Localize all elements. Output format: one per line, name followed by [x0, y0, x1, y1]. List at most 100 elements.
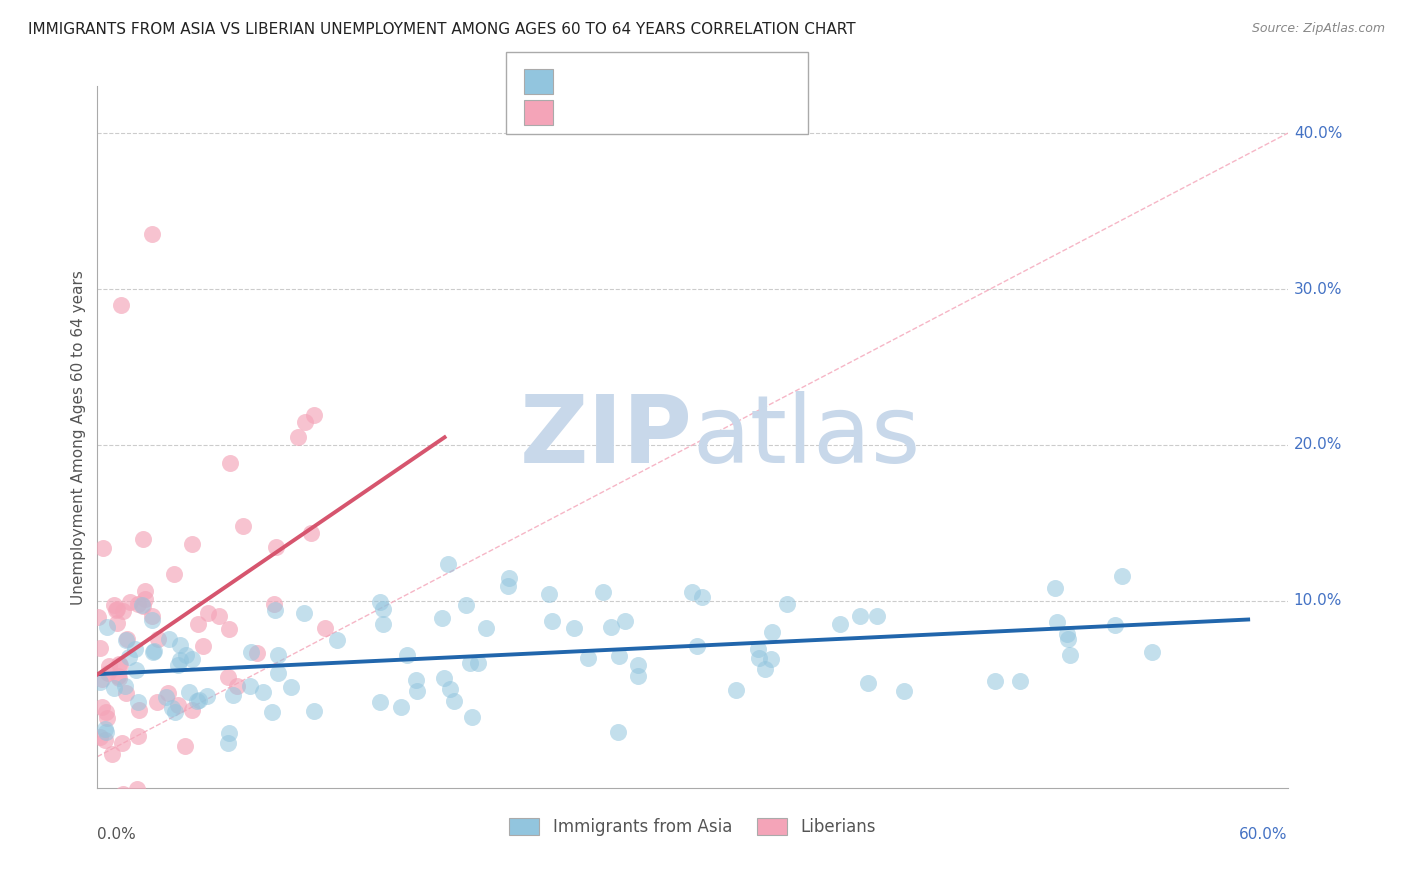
- Text: 60.0%: 60.0%: [1239, 827, 1288, 842]
- Point: [456, 598, 478, 612]
- Point: [89, 675, 111, 690]
- Point: [1111, 569, 1133, 583]
- Point: [302, 705, 325, 719]
- Point: [294, 415, 316, 429]
- Point: [240, 645, 263, 659]
- Point: [132, 599, 155, 613]
- Point: [264, 540, 287, 554]
- Point: [89, 730, 111, 744]
- Point: [686, 640, 709, 654]
- Point: [218, 622, 240, 636]
- Y-axis label: Unemployment Among Ages 60 to 64 years: Unemployment Among Ages 60 to 64 years: [72, 269, 86, 605]
- Point: [461, 710, 484, 724]
- Point: [217, 735, 239, 749]
- Point: [263, 603, 285, 617]
- Point: [406, 684, 429, 698]
- Text: R =: R =: [560, 103, 599, 121]
- Point: [142, 645, 165, 659]
- Point: [104, 603, 127, 617]
- Point: [576, 651, 599, 665]
- Point: [607, 648, 630, 663]
- Point: [1056, 632, 1078, 646]
- Point: [117, 650, 139, 665]
- Point: [373, 602, 395, 616]
- Point: [141, 608, 163, 623]
- Point: [725, 682, 748, 697]
- Point: [117, 632, 139, 646]
- Point: [107, 601, 129, 615]
- Text: 0.0%: 0.0%: [97, 827, 136, 842]
- Point: [371, 616, 394, 631]
- Point: [145, 695, 167, 709]
- Point: [195, 689, 218, 703]
- Point: [169, 653, 191, 667]
- Point: [613, 614, 636, 628]
- Point: [748, 650, 770, 665]
- Point: [1046, 615, 1069, 629]
- Point: [761, 625, 783, 640]
- Point: [856, 676, 879, 690]
- Point: [101, 747, 124, 761]
- Point: [187, 693, 209, 707]
- Point: [302, 408, 325, 422]
- Point: [292, 606, 315, 620]
- Point: [865, 609, 887, 624]
- Point: [395, 648, 418, 662]
- Point: [162, 701, 184, 715]
- Point: [127, 729, 149, 743]
- Point: [754, 662, 776, 676]
- Point: [96, 711, 118, 725]
- Point: [125, 781, 148, 796]
- Text: 0.284: 0.284: [585, 72, 637, 90]
- Point: [627, 657, 650, 672]
- Point: [91, 700, 114, 714]
- Point: [893, 684, 915, 698]
- Point: [191, 639, 214, 653]
- Point: [105, 615, 128, 630]
- Point: [125, 663, 148, 677]
- Point: [222, 688, 245, 702]
- Point: [127, 695, 149, 709]
- Point: [280, 680, 302, 694]
- Point: [174, 648, 197, 662]
- Point: [225, 679, 247, 693]
- Text: 30.0%: 30.0%: [1294, 282, 1343, 296]
- Point: [124, 641, 146, 656]
- Point: [87, 610, 110, 624]
- Point: [169, 638, 191, 652]
- Point: [1059, 648, 1081, 663]
- Point: [174, 739, 197, 753]
- Text: N =: N =: [633, 72, 685, 90]
- Point: [1010, 674, 1032, 689]
- Point: [110, 297, 132, 311]
- Point: [474, 621, 496, 635]
- Point: [166, 658, 188, 673]
- Point: [180, 703, 202, 717]
- Point: [287, 430, 309, 444]
- Point: [437, 557, 460, 571]
- Point: [592, 584, 614, 599]
- Point: [775, 597, 797, 611]
- Point: [162, 567, 184, 582]
- Point: [299, 526, 322, 541]
- Point: [97, 665, 120, 680]
- Point: [1056, 627, 1078, 641]
- Point: [132, 532, 155, 546]
- Point: [181, 651, 204, 665]
- Point: [263, 598, 285, 612]
- Point: [849, 609, 872, 624]
- Text: atlas: atlas: [693, 391, 921, 483]
- Text: IMMIGRANTS FROM ASIA VS LIBERIAN UNEMPLOYMENT AMONG AGES 60 TO 64 YEARS CORRELAT: IMMIGRANTS FROM ASIA VS LIBERIAN UNEMPLO…: [28, 22, 856, 37]
- Point: [155, 690, 177, 705]
- Point: [163, 705, 186, 719]
- Text: 0.388: 0.388: [585, 103, 636, 121]
- Point: [103, 681, 125, 695]
- Point: [115, 686, 138, 700]
- Point: [389, 700, 412, 714]
- Point: [91, 541, 114, 555]
- Point: [208, 609, 231, 624]
- Point: [538, 587, 561, 601]
- Text: 20.0%: 20.0%: [1294, 437, 1343, 452]
- Point: [97, 828, 120, 842]
- Point: [118, 595, 141, 609]
